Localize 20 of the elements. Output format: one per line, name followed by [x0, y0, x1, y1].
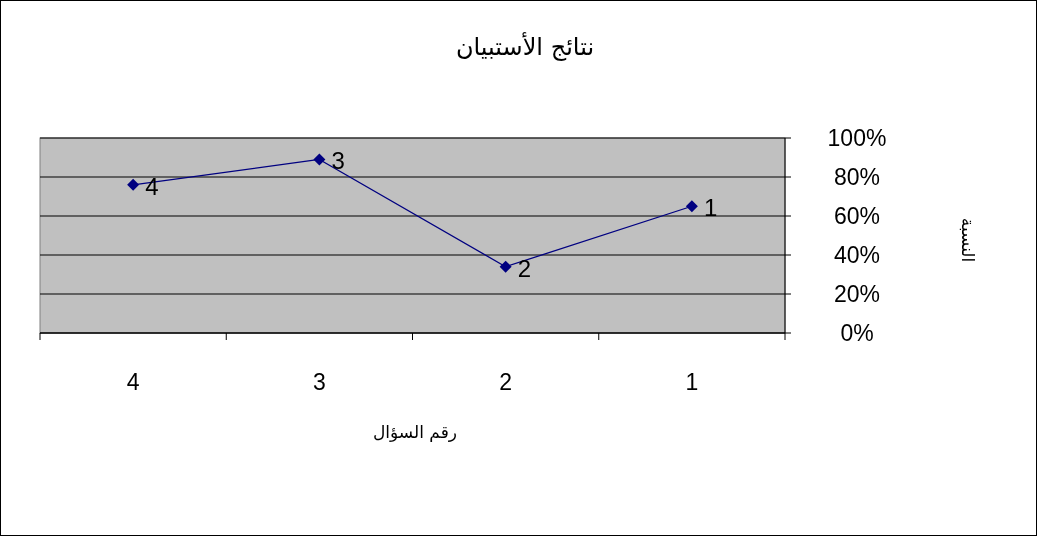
annotation: 3	[331, 147, 345, 175]
y-tick-label: 40%	[833, 242, 881, 268]
point	[685, 200, 698, 213]
x-tick-label: 1	[685, 369, 699, 395]
x-tick-label: 4	[126, 369, 140, 395]
y-tick-label: 0%	[840, 320, 874, 346]
y-tick-label: 100%	[827, 125, 887, 151]
x-axis-title: رقم السؤال	[373, 422, 457, 443]
y-tick-label: 60%	[833, 203, 881, 229]
point	[499, 260, 512, 273]
point	[313, 153, 326, 166]
x-tick-label: 2	[499, 369, 513, 395]
annotation: 1	[703, 194, 718, 222]
y-tick-label: 80%	[833, 164, 881, 190]
y-tick-label: 20%	[833, 281, 881, 307]
chart-title: نتائج الأستبيان	[455, 32, 595, 61]
x-tick-label: 3	[312, 369, 326, 395]
y-axis-title: النسبة	[958, 217, 978, 263]
annotation: 2	[517, 254, 531, 282]
point	[127, 178, 140, 191]
